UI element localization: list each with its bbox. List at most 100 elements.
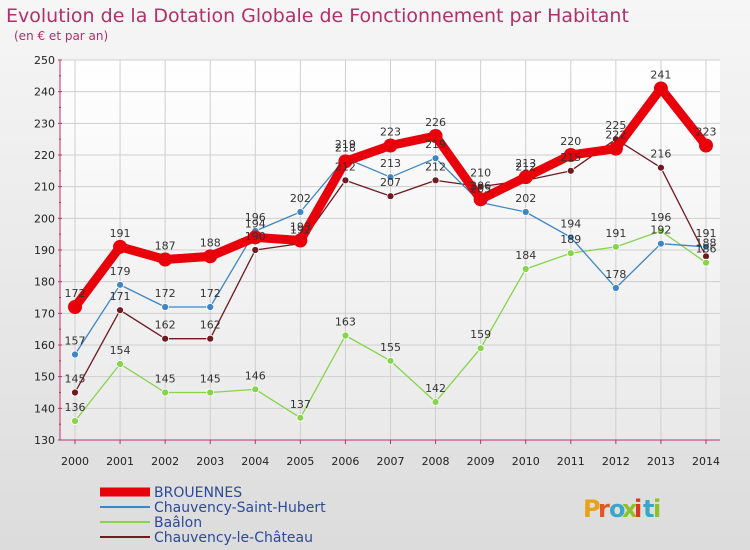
x-tick-label: 2000 [61,455,89,468]
data-label: 194 [245,217,266,230]
data-label: 206 [470,179,491,192]
data-label: 191 [605,227,626,240]
x-tick-label: 2012 [602,455,630,468]
data-label: 196 [245,211,266,224]
data-point [431,176,440,185]
data-label: 241 [650,69,671,82]
logo-letter: o [609,495,626,523]
y-tick-label: 160 [34,339,55,352]
data-label: 157 [65,335,86,348]
data-point [431,398,440,406]
data-point [71,388,79,397]
data-label: 163 [335,316,356,329]
data-label: 179 [110,265,131,278]
series-brouennes [68,81,713,314]
data-point [71,417,79,425]
x-tick-label: 2005 [286,455,314,468]
data-point [608,141,623,156]
data-label: 145 [200,373,221,386]
x-tick-label: 2010 [512,455,540,468]
y-tick-label: 250 [34,54,55,67]
data-point [293,233,308,248]
data-point [521,208,530,216]
data-label: 196 [650,211,671,224]
x-tick-label: 2006 [331,455,359,468]
data-point [657,163,665,172]
y-tick-label: 190 [34,244,55,257]
data-point [431,154,440,163]
data-point [611,242,620,251]
data-label: 193 [290,221,311,234]
data-label: 172 [65,287,86,300]
data-point [702,242,710,251]
data-point [206,303,215,311]
data-point [116,280,124,289]
data-point [158,252,173,267]
data-label: 142 [425,382,446,395]
logo-letter: i [653,495,661,523]
data-label: 212 [425,160,446,173]
data-label: 223 [380,126,401,139]
legend-label: BROUENNES [154,485,242,501]
legend-label: Chauvency-le-Château [154,530,313,546]
data-label: 226 [425,116,446,129]
data-point [341,331,350,340]
data-label: 219 [425,138,446,151]
data-point [248,230,263,245]
legend-label: Chauvency-Saint-Hubert [154,500,326,516]
data-point [518,170,533,185]
data-point [296,208,305,216]
data-point [566,166,575,175]
data-label: 154 [110,344,131,357]
data-label: 145 [65,373,86,386]
data-point [296,413,305,422]
data-point [383,138,398,153]
data-point [251,246,260,254]
x-tick-label: 2013 [647,455,675,468]
data-point [206,388,215,397]
y-tick-label: 130 [34,434,55,447]
data-point [653,81,668,96]
data-label: 172 [200,287,221,300]
data-point [116,306,124,315]
data-label: 219 [335,138,356,151]
data-label: 212 [515,160,536,173]
series-chauvency-saint-hubert [71,154,710,359]
y-tick-label: 200 [34,212,55,225]
y-tick-label: 230 [34,117,55,130]
data-point [563,148,578,162]
data-point [386,356,395,365]
data-label: 189 [560,233,581,246]
x-tick-label: 2001 [106,455,134,468]
y-tick-label: 140 [34,402,55,415]
data-point [71,350,79,359]
data-label: 192 [290,224,311,237]
data-label: 191 [110,227,131,240]
x-tick-label: 2014 [692,455,720,468]
data-label: 162 [155,319,176,332]
proxiti-logo: Pr oxi ti [583,495,661,523]
data-label: 207 [380,176,401,189]
x-tick-label: 2003 [196,455,224,468]
data-label: 215 [560,151,581,164]
data-point [699,138,713,153]
legend: BROUENNESChauvency-Saint-HubertBaâlonCha… [100,485,326,546]
data-point [473,192,488,207]
data-point [566,249,575,258]
gridlines [60,59,720,441]
data-label: 159 [470,328,491,341]
data-label: 184 [515,249,536,262]
data-label: 191 [696,227,717,240]
data-point [341,176,350,185]
data-point [206,334,215,343]
chart-title: Evolution de la Dotation Globale de Fonc… [6,5,629,27]
data-point [251,385,260,394]
y-tick-label: 240 [34,86,55,99]
x-tick-label: 2004 [241,455,269,468]
logo-letter: x [622,495,638,523]
logo-letter: P [583,495,601,523]
series-ba-lon [71,227,710,425]
data-label: 172 [155,287,176,300]
